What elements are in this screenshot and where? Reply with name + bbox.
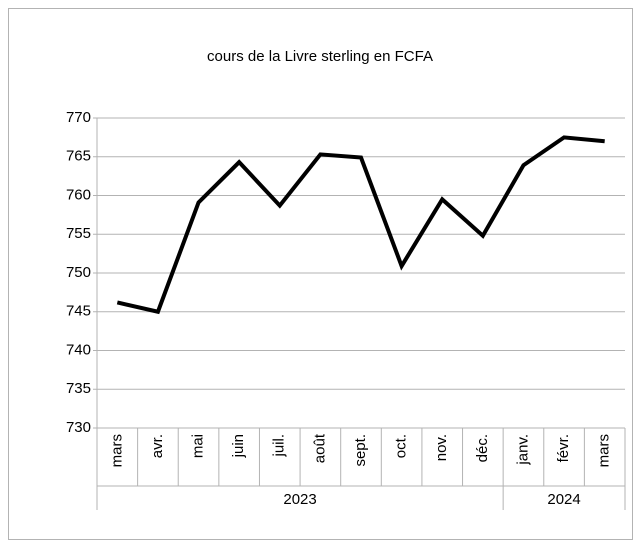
y-tick-label: 745 xyxy=(66,303,91,320)
y-tick-label: 750 xyxy=(66,264,91,281)
group-label: 2023 xyxy=(283,491,316,508)
x-tick-label: mai xyxy=(190,434,207,458)
x-tick-label: sept. xyxy=(352,434,369,467)
x-tick-label: avr. xyxy=(149,434,166,458)
chart-title: cours de la Livre sterling en FCFA xyxy=(207,48,433,65)
chart-border xyxy=(8,8,633,540)
x-tick-label: juin xyxy=(230,434,247,458)
group-label: 2024 xyxy=(547,491,580,508)
line-series xyxy=(116,135,605,315)
y-tick-label: 765 xyxy=(66,148,91,165)
y-tick-label: 770 xyxy=(66,109,91,126)
x-tick-label: janv. xyxy=(514,434,531,466)
x-tick-label: mars xyxy=(596,434,613,467)
x-tick-label: mars xyxy=(108,434,125,467)
y-tick-label: 735 xyxy=(66,380,91,397)
y-tick-label: 740 xyxy=(66,341,91,358)
x-tick-label: juil. xyxy=(271,434,288,458)
y-tick-label: 730 xyxy=(66,419,91,436)
x-tick-label: déc. xyxy=(474,434,491,462)
x-tick-label: nov. xyxy=(433,434,450,461)
x-tick-label: févr. xyxy=(555,434,572,462)
x-tick-label: oct. xyxy=(393,434,410,458)
y-tick-label: 760 xyxy=(66,186,91,203)
x-tick-label: août xyxy=(311,433,328,463)
y-tick-label: 755 xyxy=(66,225,91,242)
